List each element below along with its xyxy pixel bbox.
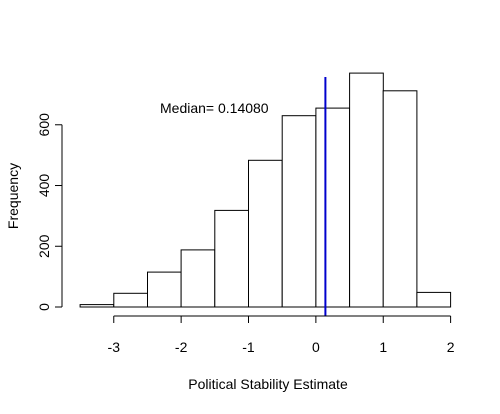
- histogram-bar-10: [416, 291, 452, 308]
- y-tick-label: 200: [36, 234, 52, 258]
- y-tick-label: 400: [36, 174, 52, 198]
- x-tick-label: 0: [312, 339, 320, 355]
- x-tick-label: -3: [108, 339, 121, 355]
- x-axis-title: Political Stability Estimate: [188, 376, 348, 392]
- y-tick-label: 0: [36, 303, 52, 311]
- histogram-bar-1: [113, 292, 149, 308]
- histogram-bars: [79, 72, 452, 308]
- histogram-bar-4: [214, 209, 250, 308]
- x-tick-label: 2: [447, 339, 455, 355]
- y-tick-label: 600: [36, 113, 52, 137]
- histogram-bar-0: [79, 304, 115, 308]
- histogram-bar-6: [281, 115, 317, 308]
- x-tick-label: 1: [379, 339, 387, 355]
- histogram-bar-2: [147, 271, 182, 308]
- histogram-bar-8: [349, 72, 384, 308]
- x-tick-label: -1: [242, 339, 255, 355]
- y-axis-title: Frequency: [5, 163, 21, 229]
- y-axis: 0 200 400 600: [36, 113, 63, 311]
- x-tick-label: -2: [175, 339, 188, 355]
- x-axis: -3 -2 -1 0 1 2: [108, 315, 455, 355]
- histogram-bar-9: [382, 90, 418, 308]
- histogram-bar-7: [315, 107, 351, 308]
- median-label: Median= 0.14080: [160, 100, 269, 116]
- histogram-bar-5: [248, 159, 283, 308]
- histogram-bar-3: [180, 249, 216, 308]
